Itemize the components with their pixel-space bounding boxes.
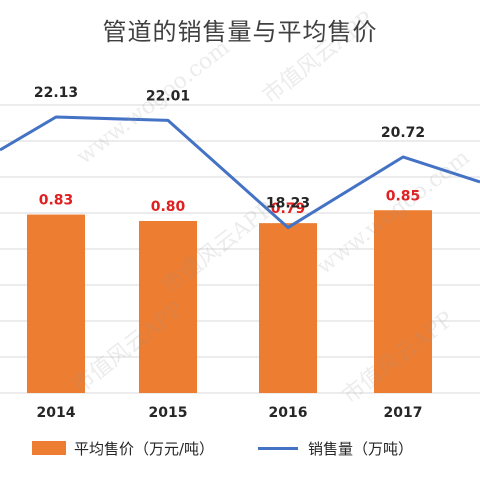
legend-line-label: 销售量（万吨） xyxy=(308,439,414,458)
line-value-label: 18.23 xyxy=(266,196,310,212)
x-tick-label: 2014 xyxy=(37,405,76,421)
bar xyxy=(374,210,432,393)
bar xyxy=(27,214,85,393)
bar-value-label: 0.83 xyxy=(39,193,74,209)
x-tick-label: 2016 xyxy=(269,405,308,421)
line-value-label: 22.01 xyxy=(146,88,190,104)
legend-bar-label: 平均售价（万元/吨） xyxy=(74,439,215,458)
bar-value-label: 0.79 xyxy=(271,201,306,217)
line-value-label: 22.13 xyxy=(34,85,78,101)
line-value-label: 20.72 xyxy=(381,125,425,141)
chart-title: 管道的销售量与平均售价 xyxy=(102,18,378,46)
bar xyxy=(259,223,317,393)
legend-line-swatch xyxy=(258,446,298,450)
x-tick-label: 2015 xyxy=(149,405,188,421)
bar-value-label: 0.85 xyxy=(386,188,421,204)
legend-bar-entry: 平均售价（万元/吨） xyxy=(32,436,214,460)
bar xyxy=(139,221,197,393)
legend-bar-swatch xyxy=(32,441,66,455)
bar-value-label: 0.80 xyxy=(151,199,186,215)
series-line xyxy=(0,115,480,230)
legend-line-entry: 销售量（万吨） xyxy=(258,436,413,460)
x-tick-label: 2017 xyxy=(384,405,423,421)
